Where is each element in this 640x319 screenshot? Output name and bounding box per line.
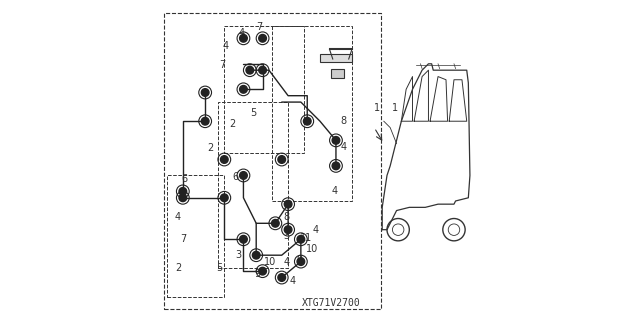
Text: 3: 3 — [284, 231, 289, 241]
Circle shape — [284, 200, 292, 208]
Circle shape — [278, 274, 285, 281]
Text: 4: 4 — [312, 225, 318, 235]
Text: 4: 4 — [239, 28, 245, 39]
Circle shape — [303, 117, 311, 125]
Circle shape — [246, 66, 253, 74]
Circle shape — [179, 194, 187, 202]
Text: 6: 6 — [181, 174, 188, 184]
Circle shape — [271, 219, 279, 227]
Circle shape — [202, 89, 209, 96]
Circle shape — [220, 156, 228, 163]
Text: 2: 2 — [229, 119, 236, 130]
Text: 8: 8 — [284, 212, 289, 222]
Circle shape — [297, 235, 305, 243]
Text: 2: 2 — [175, 263, 181, 273]
Bar — [218, 102, 288, 268]
Circle shape — [239, 172, 247, 179]
Text: 4: 4 — [223, 41, 229, 51]
Bar — [331, 69, 344, 78]
Text: 6: 6 — [232, 172, 239, 182]
Text: 5: 5 — [216, 263, 223, 273]
Circle shape — [239, 34, 247, 42]
Circle shape — [252, 251, 260, 259]
Text: 1: 1 — [392, 103, 398, 114]
Text: 8: 8 — [341, 116, 347, 126]
Text: 10: 10 — [264, 256, 276, 267]
Circle shape — [259, 66, 266, 74]
Bar — [272, 26, 352, 201]
Bar — [164, 13, 381, 309]
Text: 9: 9 — [255, 269, 261, 279]
Text: XTG71V2700: XTG71V2700 — [302, 298, 360, 308]
Circle shape — [239, 85, 247, 93]
Text: 4: 4 — [175, 212, 181, 222]
Text: 3: 3 — [236, 250, 242, 260]
Circle shape — [278, 156, 285, 163]
Text: 10: 10 — [306, 244, 318, 254]
Text: 11: 11 — [300, 233, 312, 243]
Circle shape — [202, 117, 209, 125]
Text: 7: 7 — [256, 22, 262, 32]
Text: 4: 4 — [290, 276, 296, 286]
Circle shape — [332, 162, 340, 170]
Text: 4: 4 — [332, 186, 337, 197]
Text: 4: 4 — [284, 256, 289, 267]
Circle shape — [332, 137, 340, 144]
Text: 7: 7 — [180, 234, 186, 244]
Text: 9: 9 — [296, 255, 302, 265]
Text: 2: 2 — [207, 143, 213, 153]
Circle shape — [220, 194, 228, 202]
Circle shape — [239, 235, 247, 243]
Circle shape — [284, 226, 292, 234]
Circle shape — [259, 34, 266, 42]
Bar — [224, 26, 304, 153]
Text: 4: 4 — [341, 142, 347, 152]
Text: 7: 7 — [220, 60, 226, 70]
Bar — [320, 54, 352, 62]
Circle shape — [297, 258, 305, 265]
Circle shape — [259, 267, 266, 275]
Text: 1: 1 — [374, 103, 381, 114]
Circle shape — [179, 188, 187, 195]
Bar — [167, 175, 224, 297]
Text: 5: 5 — [250, 108, 256, 118]
